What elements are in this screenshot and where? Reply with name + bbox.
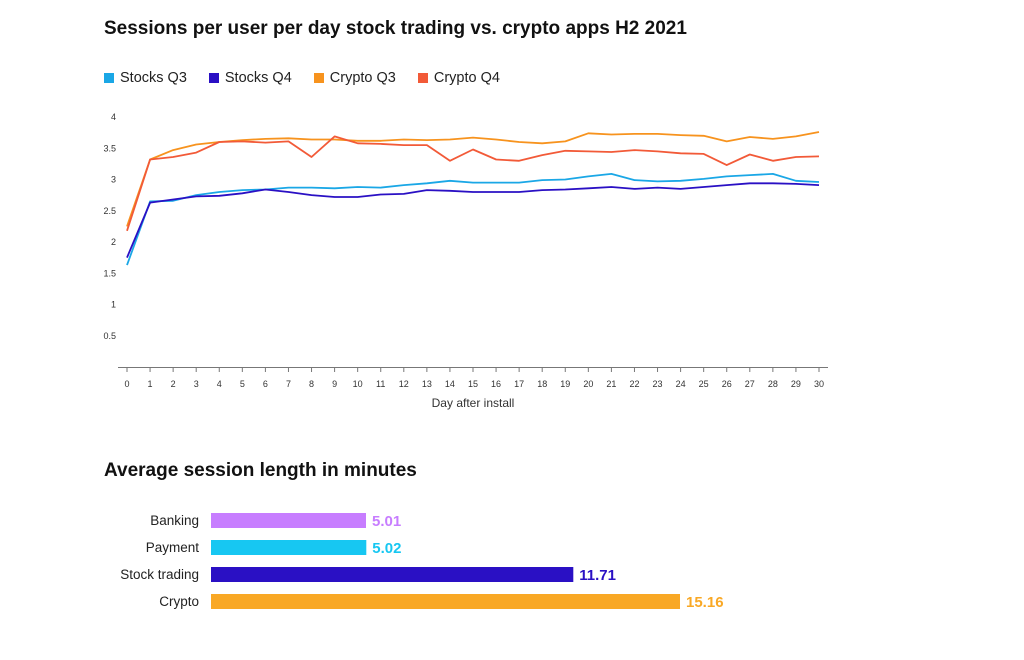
x-tick-label-9: 9	[332, 379, 337, 389]
x-tick-label-11: 11	[376, 379, 385, 389]
bar-label-crypto: Crypto	[159, 594, 199, 609]
line-chart-legend: Stocks Q3 Stocks Q4 Crypto Q3 Crypto Q4	[104, 70, 500, 86]
y-tick-label-3: 2	[111, 237, 116, 247]
x-tick-label-24: 24	[676, 379, 686, 389]
bar-label-payment: Payment	[146, 540, 200, 555]
x-tick-label-10: 10	[353, 379, 363, 389]
x-tick-label-23: 23	[653, 379, 663, 389]
line-chart: 0.511.522.533.540 1 2 3 4 5 6 7 8 9 10 11 12 13 14 15 16…	[103, 112, 828, 410]
x-axis-label: Day after install	[432, 396, 515, 410]
x-tick-label-4: 4	[217, 379, 222, 389]
x-tick-label-21: 21	[606, 379, 616, 389]
legend-item-stocks-q4: Stocks Q4	[208, 70, 292, 86]
bar-crypto	[211, 594, 680, 609]
x-tick-label-27: 27	[745, 379, 755, 389]
bar-value-banking: 5.01	[372, 513, 401, 530]
x-tick-label-20: 20	[583, 379, 593, 389]
legend-swatch-stocks-q4	[208, 73, 219, 83]
bar-payment	[211, 540, 367, 555]
x-tick-label-28: 28	[768, 379, 778, 389]
y-tick-label-7: 4	[111, 112, 116, 122]
x-tick-label-8: 8	[309, 379, 314, 389]
y-tick-label-4: 2.5	[103, 206, 116, 216]
legend-label-stocks-q4: Stocks Q4	[224, 70, 292, 86]
x-tick-label-17: 17	[514, 379, 524, 389]
legend-swatch-crypto-q4	[417, 73, 428, 83]
bar-value-payment: 5.02	[372, 540, 401, 557]
legend-label-crypto-q3: Crypto Q3	[329, 70, 396, 86]
x-tick-label-30: 30	[814, 379, 824, 389]
x-tick-label-13: 13	[422, 379, 432, 389]
line-chart-title: Sessions per user per day stock trading …	[104, 18, 687, 39]
bar-stock-trading	[211, 567, 574, 582]
x-tick-label-19: 19	[560, 379, 570, 389]
bar-value-crypto: 15.16	[686, 594, 724, 611]
x-tick-label-25: 25	[699, 379, 709, 389]
legend-item-crypto-q4: Crypto Q4	[417, 70, 500, 86]
x-tick-label-26: 26	[722, 379, 732, 389]
bar-banking	[211, 513, 366, 528]
y-tick-label-1: 1	[111, 300, 116, 310]
legend-item-stocks-q3: Stocks Q3	[104, 70, 187, 86]
legend-item-crypto-q3: Crypto Q3	[313, 70, 396, 86]
legend-swatch-stocks-q3	[104, 73, 114, 83]
x-tick-label-14: 14	[445, 379, 455, 389]
x-tick-label-6: 6	[263, 379, 268, 389]
bar-chart-title: Average session length in minutes	[104, 460, 417, 481]
x-tick-label-18: 18	[537, 379, 547, 389]
bar-label-stock-trading: Stock trading	[120, 567, 199, 582]
x-tick-label-15: 15	[468, 379, 478, 389]
x-tick-label-2: 2	[171, 379, 176, 389]
x-tick-label-7: 7	[286, 379, 291, 389]
y-tick-label-0: 0.5	[103, 331, 116, 341]
legend-swatch-crypto-q3	[313, 73, 324, 83]
series-line-crypto-q4	[126, 135, 820, 232]
x-tick-label-5: 5	[240, 379, 245, 389]
legend-label-stocks-q3: Stocks Q3	[120, 70, 187, 86]
bar-value-stock-trading: 11.71	[579, 567, 616, 584]
x-tick-label-0: 0	[124, 379, 129, 389]
series-line-stocks-q3	[126, 172, 820, 266]
x-tick-label-16: 16	[491, 379, 501, 389]
x-tick-label-1: 1	[148, 379, 153, 389]
y-tick-label-6: 3.5	[103, 143, 116, 153]
series-line-stocks-q4	[126, 182, 820, 258]
series-line-crypto-q3	[126, 131, 820, 227]
legend-label-crypto-q4: Crypto Q4	[433, 70, 500, 86]
y-tick-label-5: 3	[111, 175, 116, 185]
x-tick-label-3: 3	[194, 379, 199, 389]
x-tick-label-12: 12	[399, 379, 409, 389]
y-tick-label-2: 1.5	[103, 268, 116, 278]
x-tick-label-29: 29	[791, 379, 801, 389]
x-tick-label-22: 22	[629, 379, 639, 389]
bar-label-banking: Banking	[150, 513, 199, 528]
